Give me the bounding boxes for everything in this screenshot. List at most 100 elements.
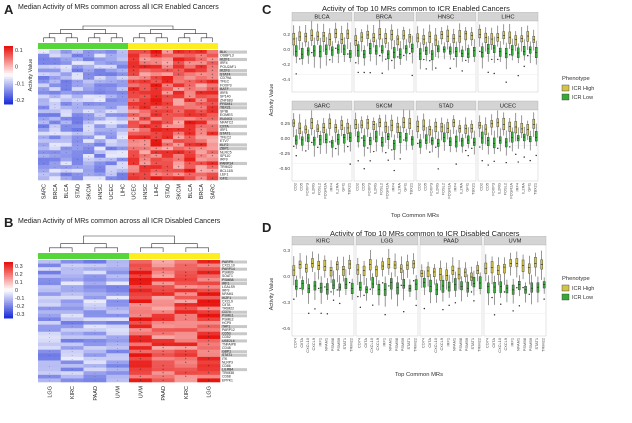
box <box>484 32 488 43</box>
heatmap-cell <box>94 83 106 88</box>
legend-swatch <box>4 262 13 265</box>
row-label: CD68 <box>222 375 231 379</box>
legend-swatch <box>4 63 13 66</box>
heatmap-cell <box>206 76 219 81</box>
heatmap-cell <box>139 64 151 69</box>
box <box>484 124 488 135</box>
significance-mark: + <box>155 169 157 173</box>
heatmap-cell <box>128 116 140 121</box>
significance-mark: - <box>49 260 50 264</box>
heatmap-cell <box>116 142 129 147</box>
legend-swatch <box>4 269 13 272</box>
heatmap-cell <box>129 277 153 282</box>
heatmap-cell <box>83 168 95 173</box>
heatmap-cell <box>161 120 174 125</box>
box <box>534 257 537 268</box>
significance-mark: - <box>88 76 89 80</box>
heatmap-cell <box>83 68 95 73</box>
box <box>402 279 405 289</box>
heatmap-cell <box>129 285 153 290</box>
heatmap-cell <box>60 154 73 159</box>
heatmap-cell <box>83 378 107 383</box>
box <box>440 122 444 133</box>
x-tick: IL2RG <box>311 183 316 194</box>
box <box>416 120 420 132</box>
heatmap-cell <box>161 135 174 140</box>
row-label: PARP9 <box>222 260 233 264</box>
heatmap-cell <box>83 176 95 181</box>
dendrogram-branch <box>200 37 213 42</box>
row-label-bg <box>221 332 247 336</box>
legend-swatch <box>4 291 13 295</box>
heatmap-cell <box>184 116 196 121</box>
heatmap-cell <box>83 50 95 55</box>
heatmap-cell <box>60 364 84 368</box>
heatmap-cell <box>106 349 130 354</box>
box <box>330 46 334 56</box>
significance-mark: + <box>144 139 146 143</box>
heatmap-cell <box>174 277 198 282</box>
heatmap-cell <box>139 176 151 181</box>
heatmap-cell <box>105 124 118 129</box>
heatmap-cell <box>128 150 140 155</box>
heatmap-cell <box>105 135 118 140</box>
significance-mark: - <box>117 260 118 264</box>
heatmap-cell <box>38 165 50 170</box>
significance-mark: + <box>200 143 202 147</box>
heatmap-cell <box>173 64 185 69</box>
significance-mark: - <box>117 342 118 346</box>
legend-swatch <box>4 293 13 297</box>
significance-mark: - <box>94 378 95 382</box>
heatmap-cell <box>173 172 185 177</box>
y-tick: -0.4 <box>282 77 291 83</box>
heatmap-cell <box>173 105 185 110</box>
heatmap-cell <box>94 87 106 92</box>
heatmap-cell <box>128 102 140 107</box>
significance-mark: - <box>94 324 95 328</box>
significance-mark: - <box>94 371 95 375</box>
significance-mark: + <box>208 332 210 336</box>
heatmap-cell <box>173 168 185 173</box>
heatmap-cell <box>150 53 163 58</box>
outlier-point <box>493 72 495 75</box>
significance-mark: - <box>94 307 95 311</box>
box <box>323 259 327 271</box>
heatmap-cell <box>197 335 221 340</box>
legend-swatch <box>561 84 570 92</box>
heatmap-cell <box>71 157 84 162</box>
significance-mark: - <box>94 260 95 264</box>
box <box>378 28 382 40</box>
significance-mark: - <box>72 332 73 336</box>
column-label: SARC <box>210 184 216 199</box>
x-tick: NFAM1 <box>452 338 457 351</box>
heatmap-cell <box>116 105 129 110</box>
significance-mark: + <box>200 128 202 132</box>
heatmap-cell <box>106 260 130 264</box>
outlier-point <box>448 304 450 307</box>
heatmap-cell <box>38 285 62 290</box>
row-label-bg <box>221 271 247 275</box>
row-label: SPIB <box>220 109 229 113</box>
heatmap-cell <box>129 367 153 372</box>
heatmap-cell <box>105 146 118 151</box>
significance-mark: - <box>111 132 112 136</box>
significance-mark: - <box>72 292 73 296</box>
heatmap-cell <box>106 263 130 268</box>
heatmap-cell <box>195 64 208 69</box>
heatmap-cell <box>161 146 174 151</box>
heatmap-cell <box>60 72 73 77</box>
heatmap-cell <box>83 274 107 279</box>
significance-mark: + <box>189 113 191 117</box>
legend-swatch <box>4 102 13 105</box>
legend-item: ICR Low <box>572 295 593 301</box>
heatmap-cell <box>60 76 73 81</box>
significance-mark: + <box>166 95 168 99</box>
heatmap-cell <box>60 303 84 307</box>
significance-mark: - <box>88 117 89 121</box>
heatmap-cell <box>60 105 73 110</box>
significance-mark: + <box>211 61 213 65</box>
heatmap-cell <box>161 105 174 110</box>
heatmap-cell <box>206 154 219 159</box>
heatmap-cell <box>139 68 151 73</box>
group-bar-high <box>129 253 220 259</box>
